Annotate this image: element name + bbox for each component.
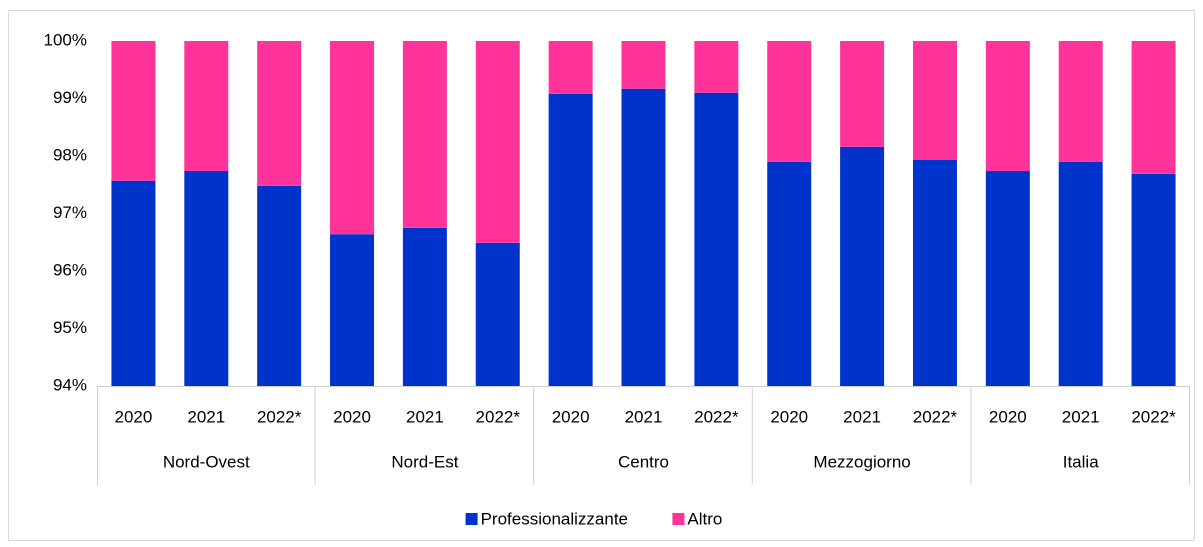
x-tick-label: 2020 xyxy=(333,407,371,426)
group-label: Nord-Ovest xyxy=(163,452,250,471)
bar-segment xyxy=(912,160,957,386)
legend-swatch xyxy=(465,513,478,525)
bar-segment xyxy=(548,93,593,386)
x-tick-label: 2020 xyxy=(989,407,1027,426)
x-tick-label: 2021 xyxy=(843,407,881,426)
y-tick-label: 94% xyxy=(53,375,87,394)
bar-segment xyxy=(330,41,375,235)
legend-label: Professionalizzante xyxy=(481,509,628,528)
bar-segment xyxy=(257,185,302,386)
bar-segment xyxy=(111,41,156,181)
x-tick-label: 2020 xyxy=(770,407,808,426)
x-tick-label: 2022* xyxy=(913,407,958,426)
bar-segment xyxy=(548,41,593,94)
x-tick-label: 2022* xyxy=(694,407,739,426)
y-tick-label: 99% xyxy=(53,88,87,107)
y-tick-label: 97% xyxy=(53,203,87,222)
bar-segment xyxy=(767,41,812,162)
y-tick-label: 96% xyxy=(53,260,87,279)
bar-segment xyxy=(1058,161,1103,386)
plot-area xyxy=(111,41,1176,386)
x-tick-label: 2021 xyxy=(625,407,663,426)
y-tick-label: 95% xyxy=(53,318,87,337)
bar-segment xyxy=(184,41,229,171)
bar-segment xyxy=(840,146,885,386)
legend-swatch xyxy=(672,513,685,525)
group-label: Mezzogiorno xyxy=(813,452,910,471)
x-tick-label: 2021 xyxy=(1062,407,1100,426)
y-tick-label: 100% xyxy=(44,30,87,49)
bar-segment xyxy=(985,170,1030,386)
group-label: Italia xyxy=(1063,452,1099,471)
bar-segment xyxy=(621,41,666,89)
x-tick-label: 2020 xyxy=(552,407,590,426)
group-label: Centro xyxy=(618,452,669,471)
x-tick-label: 2021 xyxy=(406,407,444,426)
group-label: Nord-Est xyxy=(391,452,458,471)
x-tick-label: 2021 xyxy=(187,407,225,426)
y-tick-label: 98% xyxy=(53,145,87,164)
bar-segment xyxy=(912,41,957,161)
bar-segment xyxy=(475,242,520,386)
bar-segment xyxy=(330,234,375,386)
bar-segment xyxy=(184,170,229,386)
bar-segment xyxy=(475,41,520,243)
x-tick-label: 2022* xyxy=(1131,407,1176,426)
bar-segment xyxy=(1131,173,1176,386)
bar-segment xyxy=(111,180,156,386)
bar-segment xyxy=(1131,41,1176,174)
bar-segment xyxy=(694,92,739,386)
bar-segment xyxy=(257,41,302,186)
bar-segment xyxy=(621,88,666,386)
x-tick-label: 2022* xyxy=(476,407,521,426)
bar-segment xyxy=(767,161,812,386)
bar-segment xyxy=(1058,41,1103,162)
bar-segment xyxy=(985,41,1030,171)
bar-segment xyxy=(840,41,885,147)
x-tick-label: 2022* xyxy=(257,407,302,426)
x-tick-label: 2020 xyxy=(115,407,153,426)
bar-segment xyxy=(402,227,447,386)
bar-segment xyxy=(402,41,447,228)
legend-label: Altro xyxy=(687,509,722,528)
bar-segment xyxy=(694,41,739,93)
